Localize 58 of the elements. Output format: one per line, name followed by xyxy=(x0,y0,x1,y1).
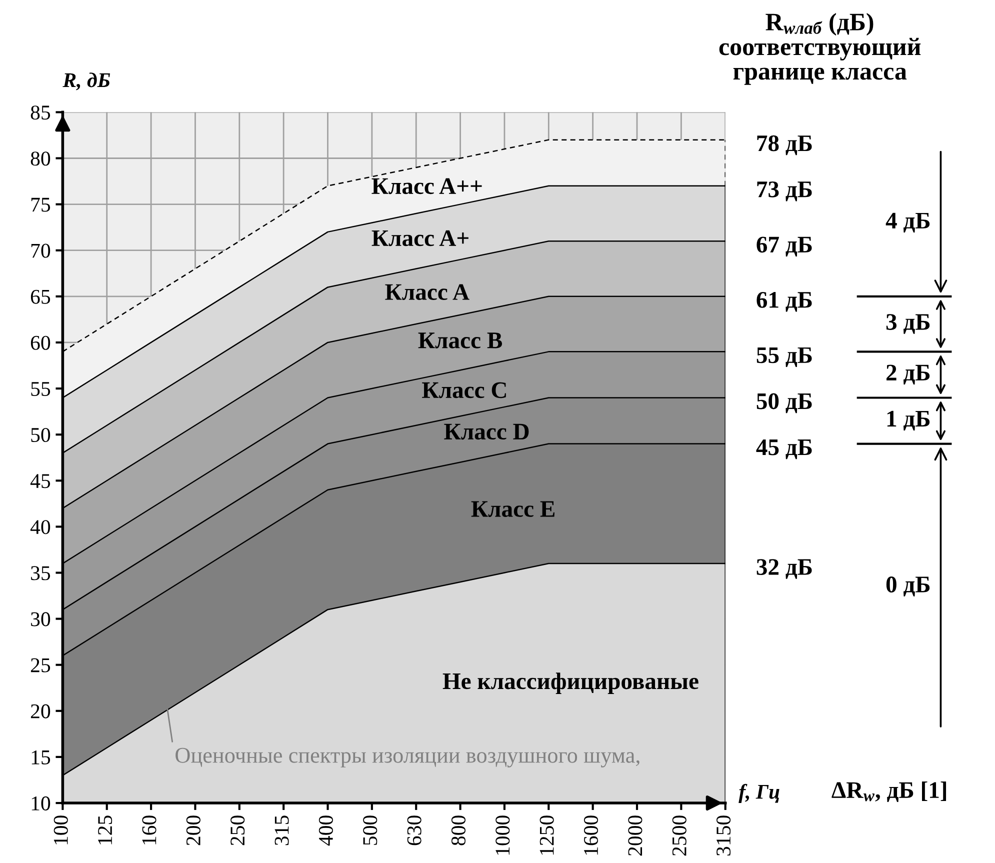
text: ΔR$_{w}$, дБ [1] xyxy=(832,781,946,802)
y-tick-label: 50 xyxy=(31,428,50,442)
y-tick-label: 65 xyxy=(30,290,50,304)
series-label: Класс A+ xyxy=(372,230,468,246)
annotation: Оценочные спектры изоляции воздушного шума, xyxy=(176,748,640,768)
x-axis-title: f, Гц xyxy=(738,784,780,804)
series-label: Класс D xyxy=(444,424,529,440)
series-label: Класс B xyxy=(418,332,502,348)
annotation: 61 дБ xyxy=(756,292,812,312)
series-label: Класс A++ xyxy=(372,178,482,194)
x-tick-label: 800 xyxy=(451,816,466,846)
series-label: Не классифицированые xyxy=(442,672,698,694)
annotation: 55 дБ xyxy=(756,347,812,368)
text: 2 дБ xyxy=(886,364,930,384)
x-tick-label: 100 xyxy=(54,816,68,844)
x-tick-label: 500 xyxy=(363,816,378,845)
x-tick-label: 1600 xyxy=(584,816,598,855)
x-tick-label: 315 xyxy=(274,816,289,846)
y-tick-label: 35 xyxy=(31,566,50,580)
x-tick-label: 630 xyxy=(407,816,422,846)
text: 0 дБ xyxy=(886,576,930,596)
y-tick-label: 40 xyxy=(30,520,50,534)
annotation: 50 дБ xyxy=(756,393,812,414)
series-label: Класс A xyxy=(385,284,470,300)
annotation: 78 дБ xyxy=(757,135,812,156)
x-tick-label: 3150 xyxy=(716,816,731,856)
x-tick-label: 160 xyxy=(142,816,156,844)
text: 3 дБ xyxy=(886,314,930,334)
y-tick-label: 20 xyxy=(30,704,50,718)
x-tick-label: 1250 xyxy=(540,816,554,855)
text: 1 дБ xyxy=(887,410,930,431)
text: R$_{wлаб}$ (дБ) соответствующий границе класса xyxy=(719,12,921,85)
x-tick-label: 2000 xyxy=(628,816,642,856)
y-tick-label: 25 xyxy=(30,658,50,672)
x-tick-label: 200 xyxy=(186,816,200,846)
y-tick-label: 60 xyxy=(30,336,50,350)
annotation: 45 дБ xyxy=(756,439,812,460)
series-label: Класс E xyxy=(471,501,554,517)
y-tick-label: 75 xyxy=(31,198,50,212)
y-tick-label: 10 xyxy=(32,796,50,810)
y-tick-label: 45 xyxy=(30,474,50,488)
series-label: Класс C xyxy=(422,382,506,398)
y-tick-label: 30 xyxy=(31,612,50,626)
y-axis-title: R, дБ xyxy=(62,72,110,90)
annotation: 67 дБ xyxy=(756,236,812,256)
x-tick-label: 1000 xyxy=(496,816,510,855)
x-tick-label: 250 xyxy=(230,816,245,846)
y-tick-label: 80 xyxy=(30,152,50,166)
y-tick-label: 70 xyxy=(31,244,50,258)
annotation: 73 дБ xyxy=(757,181,812,202)
x-tick-label: 125 xyxy=(98,816,112,844)
y-tick-label: 85 xyxy=(30,106,50,120)
annotation: 32 дБ xyxy=(756,559,812,579)
y-tick-label: 55 xyxy=(31,382,50,396)
x-tick-label: 2500 xyxy=(672,816,686,856)
x-tick-label: 400 xyxy=(318,816,333,846)
text: 4 дБ xyxy=(886,212,930,233)
y-tick-label: 15 xyxy=(32,750,50,764)
